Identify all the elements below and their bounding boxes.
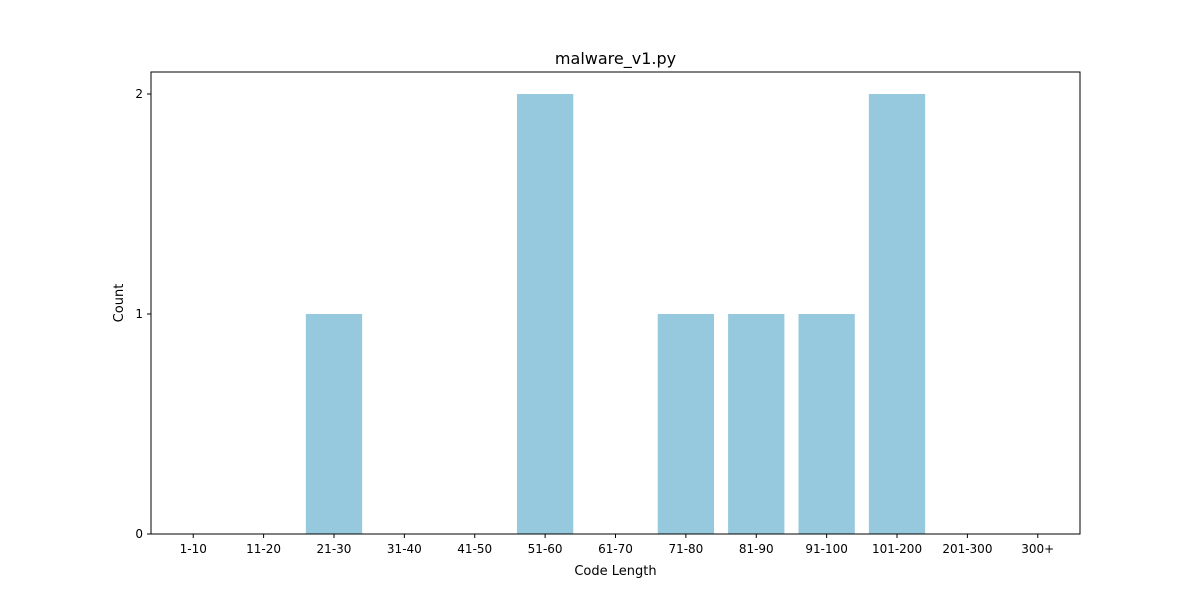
x-tick-label: 71-80 [668, 542, 703, 556]
x-tick-label: 41-50 [457, 542, 492, 556]
x-tick-label: 81-90 [739, 542, 774, 556]
x-tick-label: 300+ [1021, 542, 1054, 556]
x-tick-label: 21-30 [317, 542, 352, 556]
x-axis-label: Code Length [574, 564, 656, 579]
chart-title: malware_v1.py [555, 49, 676, 69]
x-tick-label: 61-70 [598, 542, 633, 556]
x-tick-label: 101-200 [872, 542, 922, 556]
bar-51-60 [516, 94, 574, 534]
plot-frame [150, 71, 1081, 535]
bar-21-30 [305, 314, 363, 534]
x-axis: 1-10 11-20 21-30 31-40 41-50 51-60 61-70 71-80 8… [180, 534, 1054, 556]
x-tick-label: 51-60 [528, 542, 563, 556]
bars-layer [305, 94, 926, 534]
x-tick-label: 1-10 [180, 542, 207, 556]
x-tick-label: 201-300 [942, 542, 992, 556]
y-axis: 0 1 2 [135, 87, 151, 541]
x-tick-label: 91-100 [805, 542, 848, 556]
x-tick-label: 11-20 [246, 542, 281, 556]
y-tick-label: 1 [135, 307, 143, 321]
x-tick-label: 31-40 [387, 542, 422, 556]
bar-71-80 [657, 314, 715, 534]
bar-91-100 [798, 314, 855, 534]
y-tick-label: 2 [135, 87, 143, 101]
bar-101-200 [868, 94, 926, 534]
y-axis-label: Count [112, 284, 127, 323]
bar-81-90 [728, 314, 785, 534]
y-tick-label: 0 [135, 527, 143, 541]
